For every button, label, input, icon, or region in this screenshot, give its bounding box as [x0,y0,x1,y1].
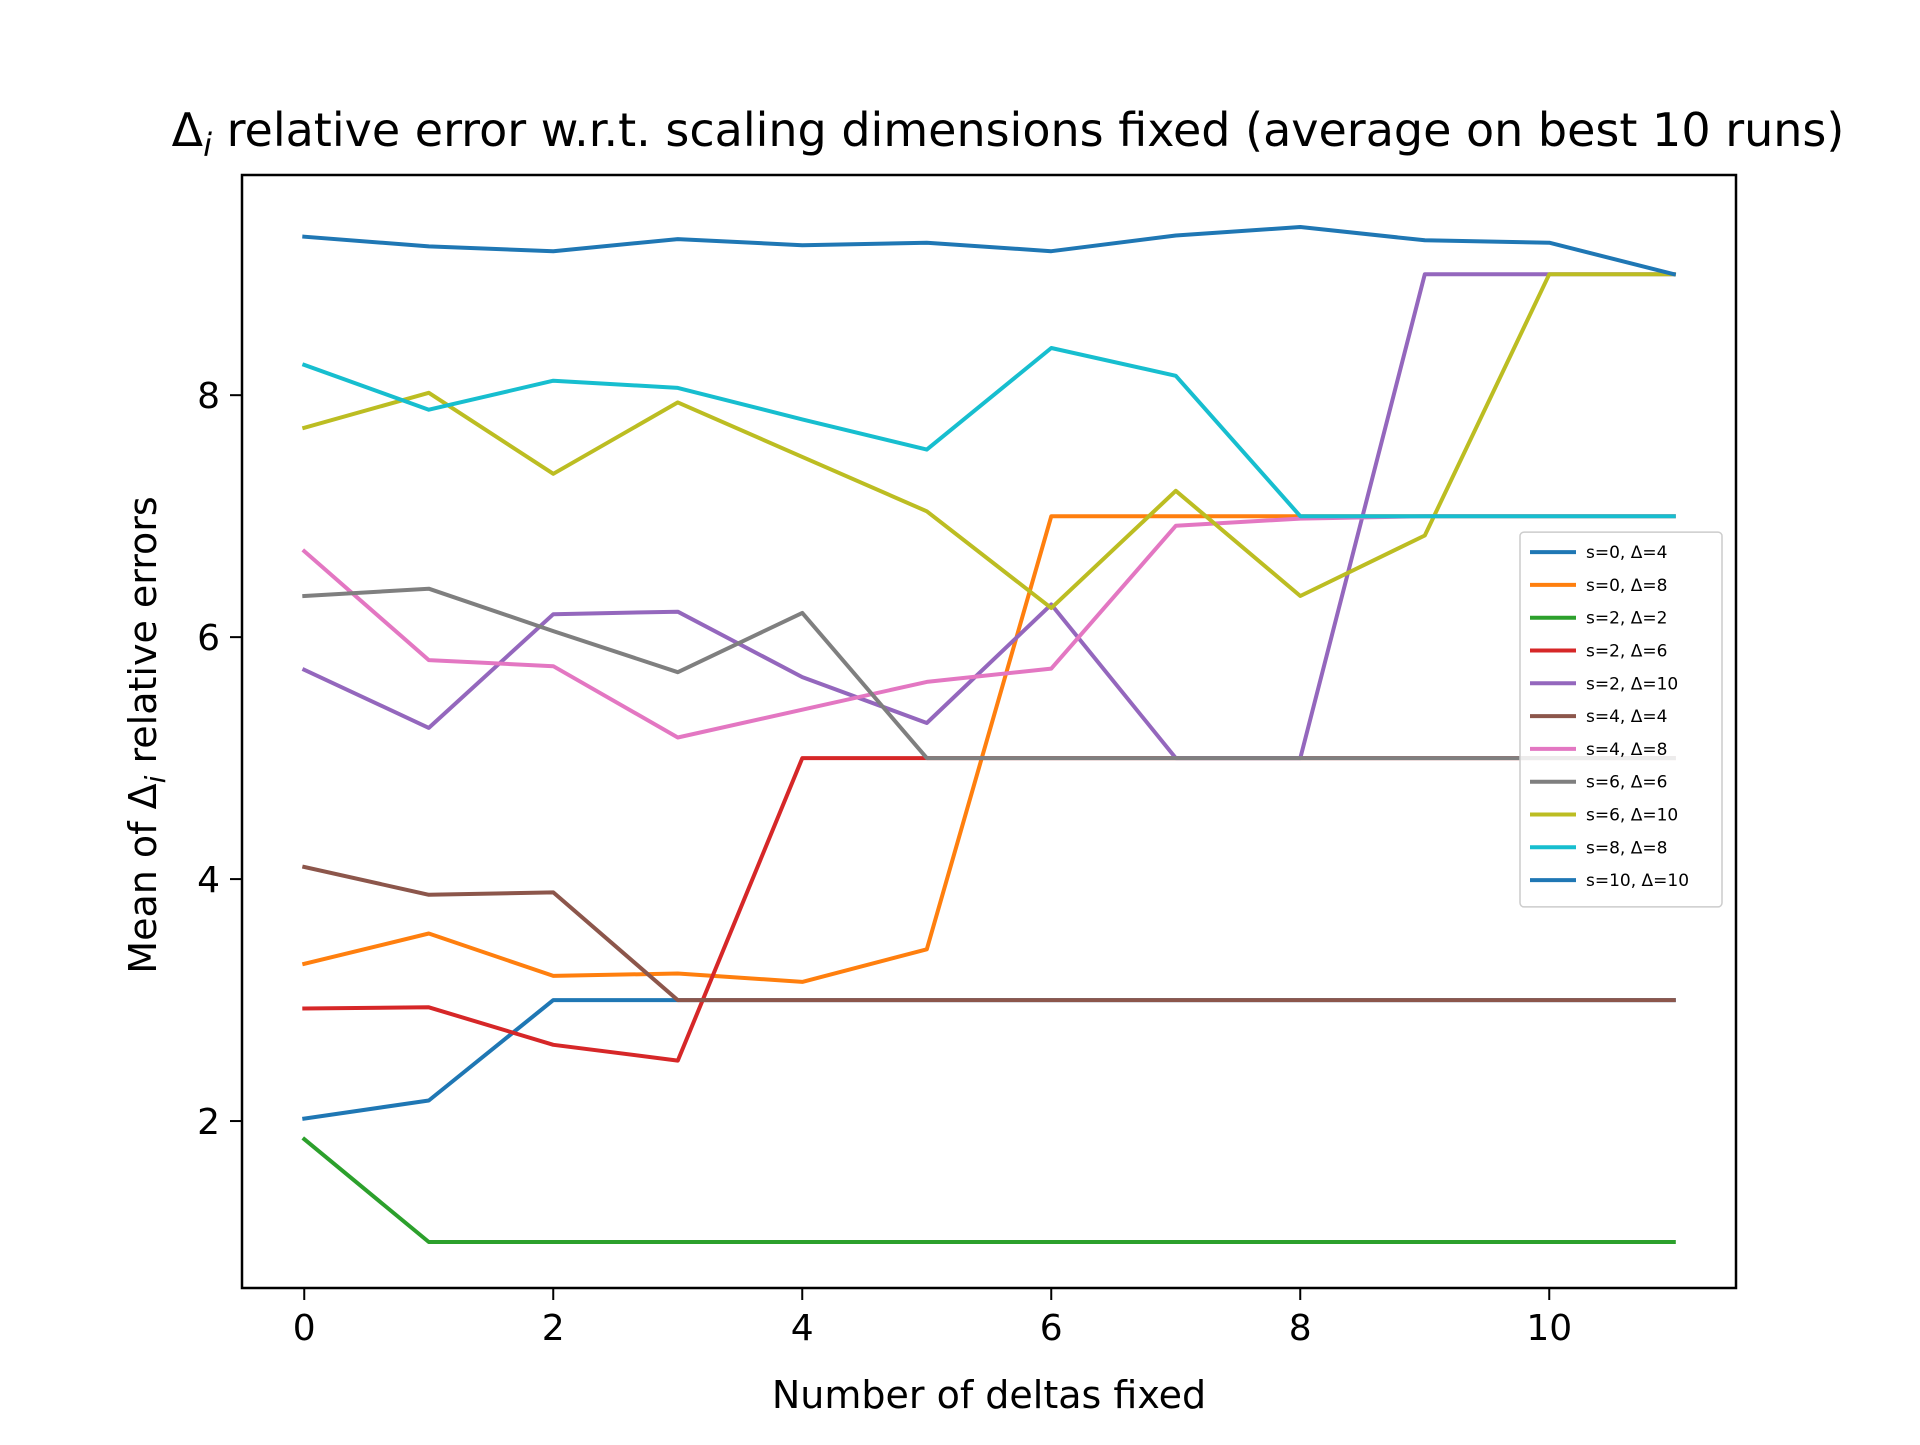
x-axis-label: Number of deltas fixed [772,1373,1206,1417]
legend-entry: s=4, Δ=8 [1586,740,1667,760]
series-line-8 [302,586,1676,761]
legend-entry: s=8, Δ=8 [1586,838,1667,858]
y-tick-label: 4 [197,860,220,901]
x-tick-label: 2 [542,1308,565,1349]
series-layer [301,225,1677,1244]
chart-title: Δi relative error w.r.t. scaling dimensi… [172,103,1845,164]
series-line-5 [301,272,1676,761]
y-tick-label: 2 [197,1102,220,1143]
legend-entry: s=4, Δ=4 [1586,707,1667,727]
legend-entry: s=2, Δ=10 [1586,674,1678,694]
legend-entry: s=6, Δ=6 [1586,773,1667,793]
series-line-11 [302,225,1677,277]
y-tick-label: 8 [197,376,220,417]
legend-entry: s=2, Δ=2 [1586,609,1667,629]
y-tick-label: 6 [197,618,220,659]
legend: s=0, Δ=4 s=0, Δ=8 s=2, Δ=2 s=2, Δ=6 s=2, Δ=1… [1519,531,1723,908]
x-tick-label: 10 [1526,1308,1572,1349]
y-axis-label: Mean of Δi relative errors [121,496,172,973]
series-line-3 [301,1136,1676,1244]
x-tick-label: 6 [1040,1308,1063,1349]
legend-entry: s=0, Δ=8 [1586,576,1667,596]
series-line-6 [301,864,1676,1003]
x-tick-label: 8 [1289,1308,1312,1349]
legend-entry: s=10, Δ=10 [1586,871,1689,891]
x-tick-label: 4 [791,1308,814,1349]
series-line-9 [301,272,1676,611]
legend-entry: s=6, Δ=10 [1586,806,1678,826]
legend-entry: s=0, Δ=4 [1586,543,1667,563]
plot-area-frame [240,173,1738,1290]
series-line-10 [301,346,1676,519]
x-tick-label: 0 [293,1308,316,1349]
ticks-layer: 0 2 4 6 8 10 2 4 6 8 [197,376,1572,1349]
legend-entry: s=2, Δ=6 [1586,642,1667,662]
